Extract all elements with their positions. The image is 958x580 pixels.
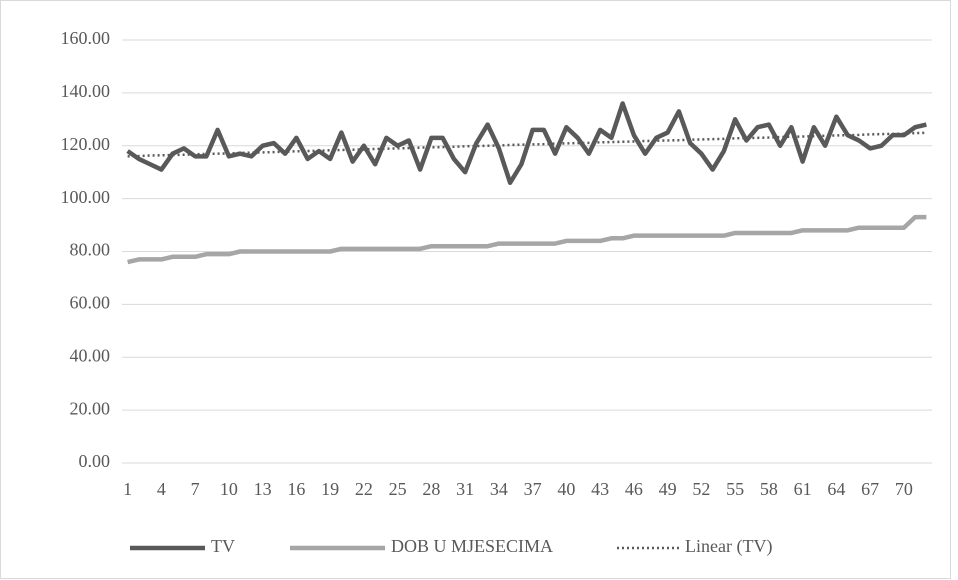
legend-label: DOB U MJESECIMA — [391, 536, 553, 556]
x-tick-label: 70 — [895, 479, 913, 499]
legend-label: Linear (TV) — [685, 536, 772, 557]
y-tick-label: 140.00 — [61, 81, 111, 101]
series-line — [126, 101, 927, 186]
y-tick-label: 100.00 — [61, 187, 111, 207]
x-tick-label: 22 — [355, 479, 373, 499]
x-tick-label: 40 — [557, 479, 575, 499]
x-tick-label: 52 — [692, 479, 710, 499]
y-tick-label: 120.00 — [61, 134, 111, 154]
y-tick-label: 80.00 — [70, 240, 111, 260]
x-tick-label: 37 — [524, 479, 542, 499]
x-tick-label: 43 — [591, 479, 609, 499]
x-tick-label: 55 — [726, 479, 744, 499]
x-tick-label: 67 — [861, 479, 879, 499]
x-tick-label: 25 — [389, 479, 407, 499]
y-tick-label: 60.00 — [70, 293, 111, 313]
x-tick-label: 34 — [490, 479, 508, 499]
x-tick-label: 4 — [157, 479, 166, 499]
series-line — [127, 214, 927, 265]
x-tick-label: 19 — [321, 479, 339, 499]
y-tick-label: 0.00 — [79, 451, 111, 471]
x-tick-label: 49 — [659, 479, 677, 499]
x-tick-label: 7 — [191, 479, 200, 499]
series-line — [127, 131, 927, 158]
x-tick-label: 16 — [287, 479, 305, 499]
y-tick-label: 20.00 — [70, 398, 111, 418]
x-tick-label: 61 — [794, 479, 812, 499]
y-tick-label: 40.00 — [70, 345, 111, 365]
x-tick-label: 58 — [760, 479, 778, 499]
y-tick-label: 160.00 — [61, 28, 111, 48]
x-tick-label: 46 — [625, 479, 643, 499]
x-tick-label: 10 — [220, 479, 238, 499]
x-tick-label: 13 — [254, 479, 272, 499]
x-tick-label: 1 — [123, 479, 132, 499]
legend-label: TV — [211, 536, 235, 556]
x-tick-label: 28 — [422, 479, 440, 499]
x-tick-label: 64 — [827, 479, 845, 499]
x-tick-label: 31 — [456, 479, 474, 499]
